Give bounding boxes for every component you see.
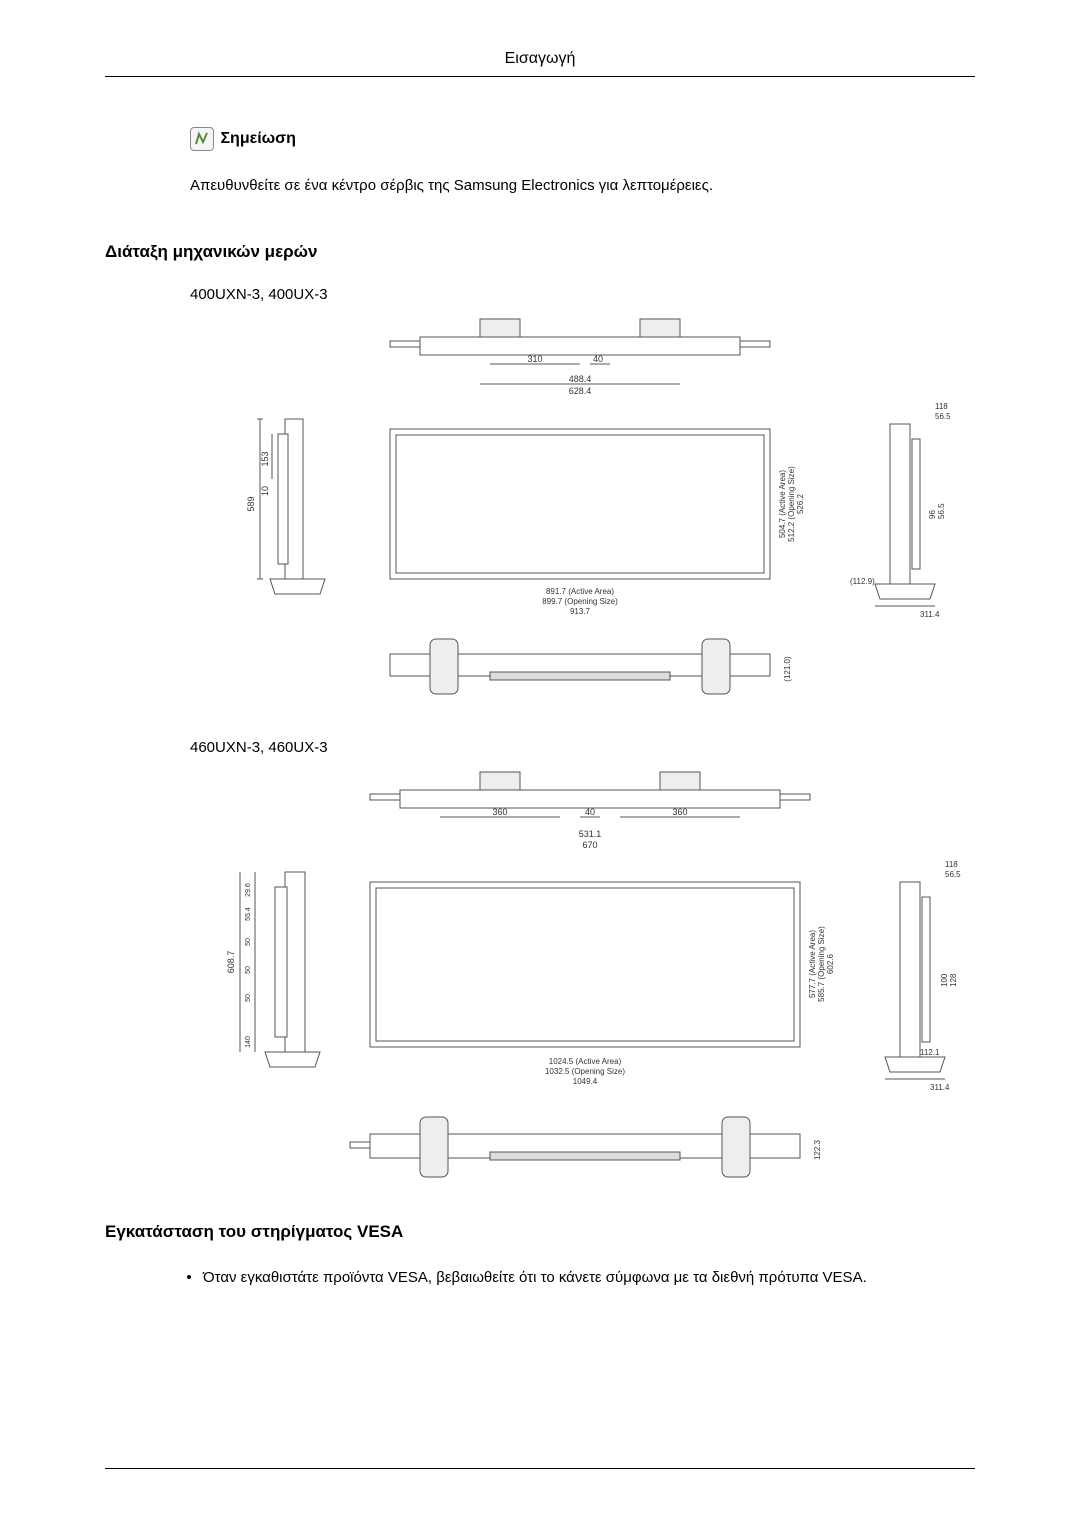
svg-text:360: 360 — [672, 807, 687, 817]
svg-text:56.5: 56.5 — [945, 870, 961, 879]
note-label: Σημείωση — [220, 130, 295, 147]
svg-text:526.2: 526.2 — [796, 493, 805, 514]
svg-text:(112.9): (112.9) — [850, 577, 875, 586]
bullet-icon: • — [175, 1266, 203, 1289]
svg-text:504.7 (Active Area): 504.7 (Active Area) — [778, 470, 787, 538]
svg-text:628.4: 628.4 — [569, 386, 592, 396]
note-icon — [190, 127, 214, 151]
svg-text:1024.5 (Active Area): 1024.5 (Active Area) — [549, 1057, 622, 1066]
svg-text:589: 589 — [246, 496, 256, 511]
model-400-label: 400UXN-3, 400UX-3 — [190, 286, 975, 303]
svg-text:602.6: 602.6 — [826, 953, 835, 974]
page-header: Εισαγωγή — [105, 50, 975, 77]
svg-text:577.7 (Active Area): 577.7 (Active Area) — [808, 930, 817, 998]
section-vesa-heading: Εγκατάσταση του στηρίγματος VESA — [105, 1222, 975, 1242]
svg-text:670: 670 — [582, 840, 597, 850]
svg-text:153: 153 — [260, 451, 270, 466]
svg-text:311.4: 311.4 — [920, 610, 940, 619]
svg-text:100: 100 — [940, 973, 949, 987]
svg-text:50: 50 — [245, 966, 252, 974]
note-block: Σημείωση — [190, 127, 975, 151]
svg-text:585.7 (Opening Size): 585.7 (Opening Size) — [817, 926, 826, 1002]
footer-rule — [105, 1468, 975, 1469]
svg-text:531.1: 531.1 — [579, 829, 602, 839]
vesa-bullet-list: • Όταν εγκαθιστάτε προϊόντα VESA, βεβαιω… — [175, 1266, 975, 1289]
svg-text:360: 360 — [492, 807, 507, 817]
document-page: Εισαγωγή Σημείωση Απευθυνθείτε σε ένα κέ… — [0, 0, 1080, 1527]
svg-text:913.7: 913.7 — [570, 607, 591, 616]
svg-text:608.7: 608.7 — [226, 951, 236, 974]
svg-text:56.5: 56.5 — [935, 412, 951, 421]
svg-text:55.4: 55.4 — [245, 907, 252, 921]
svg-text:(121.0): (121.0) — [783, 656, 792, 682]
model-460-label: 460UXN-3, 460UX-3 — [190, 739, 975, 756]
svg-text:310: 310 — [527, 354, 542, 364]
svg-text:118: 118 — [945, 860, 958, 869]
diagram-400: 589 153 10 310 40 488.4 — [190, 309, 975, 709]
svg-text:488.4: 488.4 — [569, 374, 592, 384]
svg-text:118: 118 — [935, 402, 948, 411]
svg-text:899.7 (Opening Size): 899.7 (Opening Size) — [542, 597, 618, 606]
svg-text:112.1: 112.1 — [920, 1048, 940, 1057]
svg-text:40: 40 — [593, 354, 603, 364]
svg-text:10: 10 — [260, 486, 270, 496]
svg-text:891.7 (Active Area): 891.7 (Active Area) — [546, 587, 614, 596]
svg-text:50: 50 — [245, 938, 252, 946]
diagram-460: 360 40 360 531.1 670 608.7 29.6 55.4 — [190, 762, 975, 1192]
svg-text:122.3: 122.3 — [813, 1139, 822, 1160]
svg-text:1032.5 (Opening Size): 1032.5 (Opening Size) — [545, 1067, 625, 1076]
svg-text:128: 128 — [949, 973, 958, 987]
svg-text:311.4: 311.4 — [930, 1083, 950, 1092]
section-mechanical-heading: Διάταξη μηχανικών μερών — [105, 242, 975, 262]
svg-text:29.6: 29.6 — [245, 883, 252, 897]
svg-text:96: 96 — [928, 510, 937, 519]
bullet-text: Όταν εγκαθιστάτε προϊόντα VESA, βεβαιωθε… — [203, 1266, 975, 1289]
svg-text:1049.4: 1049.4 — [573, 1077, 598, 1086]
list-item: • Όταν εγκαθιστάτε προϊόντα VESA, βεβαιω… — [175, 1266, 975, 1289]
svg-text:40: 40 — [585, 807, 595, 817]
svg-text:512.2 (Opening Size): 512.2 (Opening Size) — [787, 466, 796, 542]
note-text: Απευθυνθείτε σε ένα κέντρο σέρβις της Sa… — [190, 177, 975, 194]
svg-text:56.5: 56.5 — [937, 503, 946, 519]
svg-text:140: 140 — [245, 1036, 252, 1048]
svg-text:50: 50 — [245, 994, 252, 1002]
